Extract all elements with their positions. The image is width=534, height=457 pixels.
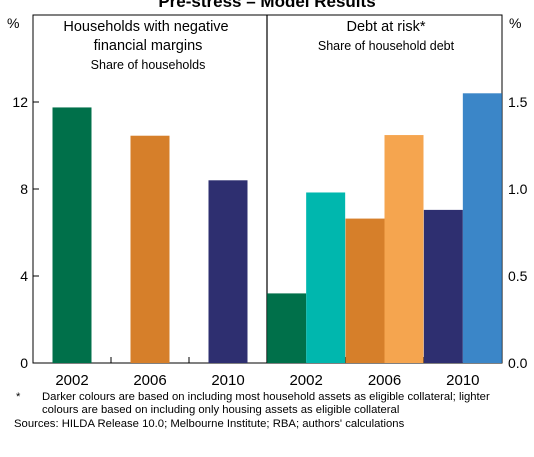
- bar-debt-2010-series1: [423, 209, 463, 363]
- bar-debt-2002-series2: [306, 192, 346, 363]
- right-unit-label: %: [509, 15, 521, 31]
- y-tick-label-left: 12: [12, 94, 28, 110]
- chart-marks: 0 4 8 12 2002 2006 2010 0.0 0.5 1.0 1.5 2002 2006 201…: [12, 93, 528, 389]
- footnote-mark: *: [16, 391, 21, 403]
- x-tick-label: 2006: [133, 372, 166, 389]
- y-tick-label-right: 0.0: [508, 355, 528, 371]
- y-tick-label-right: 0.5: [508, 268, 528, 284]
- left-title-line-2: financial margins: [94, 38, 203, 54]
- chart-notes: * Darker colours are based on including …: [14, 391, 524, 431]
- left-panel-subtitle: Share of households: [91, 58, 206, 72]
- left-panel-title: Households with negative financial margi…: [63, 19, 232, 54]
- x-tick-label: 2002: [289, 372, 322, 389]
- x-tick-label: 2006: [368, 372, 401, 389]
- bar-households-2010: [208, 180, 248, 363]
- bar-debt-2006-series1: [345, 218, 385, 363]
- y-tick-label-right: 1.0: [508, 181, 528, 197]
- bar-debt-2006-series2: [384, 135, 424, 363]
- x-tick-label: 2002: [55, 372, 88, 389]
- x-tick-label: 2010: [211, 372, 244, 389]
- right-panel-title: Debt at risk*: [347, 19, 426, 35]
- bar-households-2002: [52, 107, 92, 363]
- footnote: * Darker colours are based on including …: [14, 391, 524, 417]
- y-tick-label-left: 4: [20, 268, 28, 284]
- sources-line: Sources: HILDA Release 10.0; Melbourne I…: [14, 418, 405, 430]
- bar-debt-2002-series1: [267, 293, 307, 363]
- left-title-line-1: Households with negative: [63, 19, 228, 35]
- x-tick-label: 2010: [446, 372, 479, 389]
- bar-debt-2010-series2: [462, 93, 502, 364]
- footnote-text: Darker colours are based on including mo…: [42, 391, 490, 416]
- y-tick-label-right: 1.5: [508, 94, 528, 110]
- y-tick-label-left: 0: [20, 355, 28, 371]
- chart-title: Pre-stress – Model Results: [158, 0, 375, 11]
- left-unit-label: %: [7, 15, 19, 31]
- bar-households-2006: [130, 135, 170, 363]
- right-panel-subtitle: Share of household debt: [318, 39, 455, 53]
- y-tick-label-left: 8: [20, 181, 28, 197]
